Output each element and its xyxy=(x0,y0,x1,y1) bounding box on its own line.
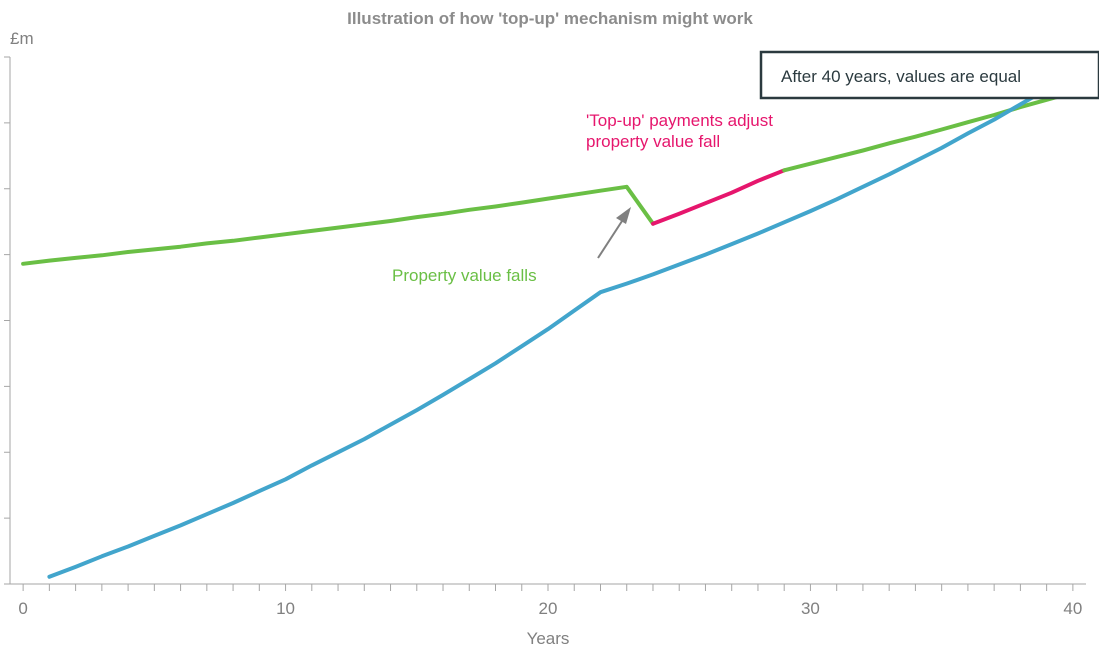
x-tick-label: 20 xyxy=(539,599,558,618)
arrow-line xyxy=(597,217,625,259)
series-line-0 xyxy=(21,184,655,266)
y-unit-label: £m xyxy=(10,29,34,48)
series-line-2 xyxy=(782,90,1075,173)
series-line-1 xyxy=(651,168,787,226)
x-tick-labels: 0 10 20 30 40 xyxy=(18,599,1082,618)
arrow-head xyxy=(616,207,631,224)
annotation-arrow xyxy=(597,207,631,259)
chart-title: Illustration of how 'top-up' mechanism m… xyxy=(347,9,753,28)
x-tick-label: 0 xyxy=(18,599,27,618)
y-axis xyxy=(4,56,11,585)
series-line-3 xyxy=(47,87,1075,579)
annotation-topup-line1: 'Top-up' payments adjust xyxy=(586,111,773,130)
annotation-property-falls: Property value falls xyxy=(392,266,537,285)
x-axis xyxy=(10,583,1086,591)
annotation-topup-line2: property value fall xyxy=(586,132,720,151)
annotation-box: After 40 years, values are equal xyxy=(759,50,1099,100)
x-axis-title: Years xyxy=(527,629,570,648)
annotation-equal-text: After 40 years, values are equal xyxy=(781,67,1021,86)
x-tick-label: 10 xyxy=(276,599,295,618)
series-layer xyxy=(21,87,1075,579)
x-tick-label: 40 xyxy=(1063,599,1082,618)
x-tick-label: 30 xyxy=(801,599,820,618)
annotation-box-border xyxy=(759,50,1099,100)
